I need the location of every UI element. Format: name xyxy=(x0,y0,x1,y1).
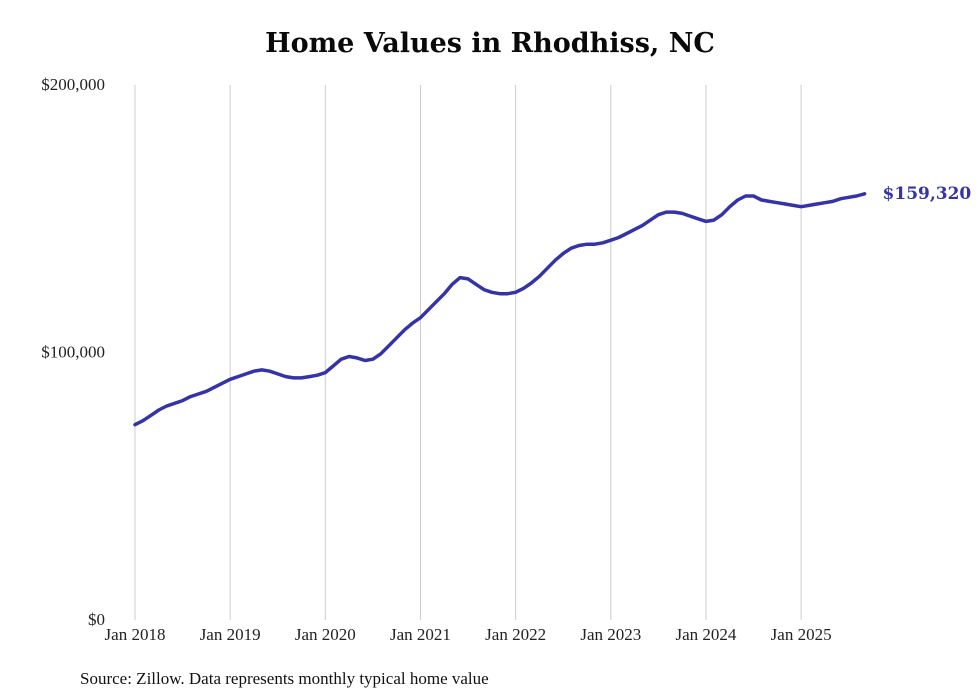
x-axis-labels: Jan 2018 Jan 2019 Jan 2020 Jan 2021 Jan 2022… xyxy=(105,625,832,644)
y-tick-200000: $200,000 xyxy=(41,75,105,94)
chart-title: Home Values in Rhodhiss, NC xyxy=(265,28,715,59)
x-tick-jan-2022: Jan 2022 xyxy=(485,625,546,644)
y-axis-labels: $0 $100,000 $200,000 xyxy=(41,75,105,629)
x-tick-jan-2019: Jan 2019 xyxy=(200,625,261,644)
x-tick-jan-2023: Jan 2023 xyxy=(580,625,641,644)
end-value-label: $159,320 xyxy=(883,184,972,204)
x-tick-jan-2020: Jan 2020 xyxy=(295,625,356,644)
series-line xyxy=(133,192,867,427)
y-tick-0: $0 xyxy=(88,610,105,629)
x-tick-jan-2024: Jan 2024 xyxy=(675,625,736,644)
gridlines xyxy=(134,85,802,620)
y-tick-100000: $100,000 xyxy=(41,343,105,362)
x-tick-jan-2025: Jan 2025 xyxy=(771,625,832,644)
source-note: Source: Zillow. Data represents monthly … xyxy=(80,669,489,688)
x-tick-jan-2021: Jan 2021 xyxy=(390,625,451,644)
x-tick-jan-2018: Jan 2018 xyxy=(105,625,166,644)
